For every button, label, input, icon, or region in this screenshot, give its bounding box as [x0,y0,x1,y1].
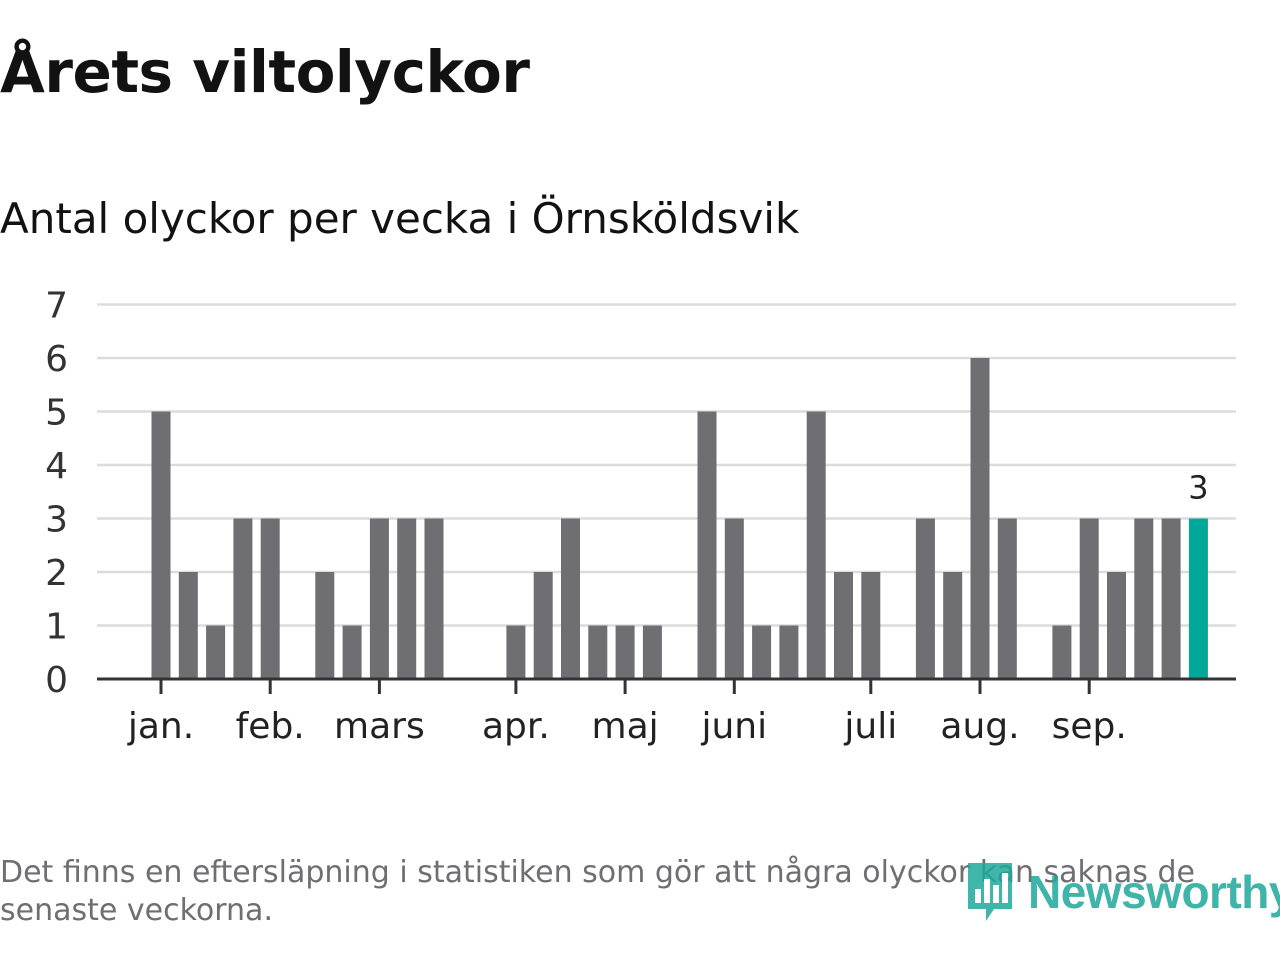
x-tick-label: sep. [1052,706,1127,747]
bar [724,518,744,679]
chart-title: Årets viltolyckor [0,38,530,106]
bar [533,572,553,679]
bar [233,518,253,679]
y-tick-label: 3 [45,500,68,541]
bar [1052,625,1072,679]
bar [506,625,526,679]
bar [369,518,389,679]
y-tick-label: 1 [45,607,68,648]
bar [561,518,580,679]
bar [834,572,853,679]
brand-logo: Newsworthy [964,856,1280,928]
bar [752,625,772,679]
x-tick-label: apr. [482,706,550,747]
bar-chart: 0 1 2 3 4 5 6 7 3 jan. feb. mars apr. maj juni juli aug.… [45,286,1236,747]
chart-subtitle: Antal olyckor per vecka i Örnsköldsvik [0,194,800,243]
bar [342,625,362,679]
y-tick-label: 2 [45,553,68,594]
x-tick-label: jan. [127,706,194,747]
x-tick-label: aug. [940,706,1019,747]
bar [943,572,963,679]
data-label: 3 [1188,469,1208,507]
bar [806,411,826,679]
y-tick-label: 6 [45,339,68,380]
y-tick-label: 4 [45,446,68,487]
bar [1107,572,1126,679]
x-tick-label: juni [700,706,767,747]
x-tick-label: mars [334,706,425,747]
bar [1134,518,1154,679]
bar [1161,518,1181,679]
y-tick-label: 5 [45,393,68,434]
bar [997,518,1017,679]
bar [588,625,608,679]
bar [1079,518,1099,679]
y-tick-label: 0 [45,660,68,701]
bar [397,518,417,679]
bar [615,625,635,679]
x-tick-label: maj [592,706,659,747]
bar [915,518,935,679]
bar [206,625,226,679]
bar [424,518,444,679]
bar-highlight [1188,518,1208,679]
bar [315,572,335,679]
bar [697,411,717,679]
bar [779,625,799,679]
bar [178,572,198,679]
bar [970,358,990,679]
x-tick-label: feb. [236,706,305,747]
bar [151,411,171,679]
bar [861,572,881,679]
bar [260,518,280,679]
x-tick-label: juli [843,706,897,747]
y-tick-label: 7 [45,286,68,327]
bar [642,625,662,679]
brand-name: Newsworthy [1028,866,1280,918]
newsworthy-logo-icon [968,863,1012,921]
